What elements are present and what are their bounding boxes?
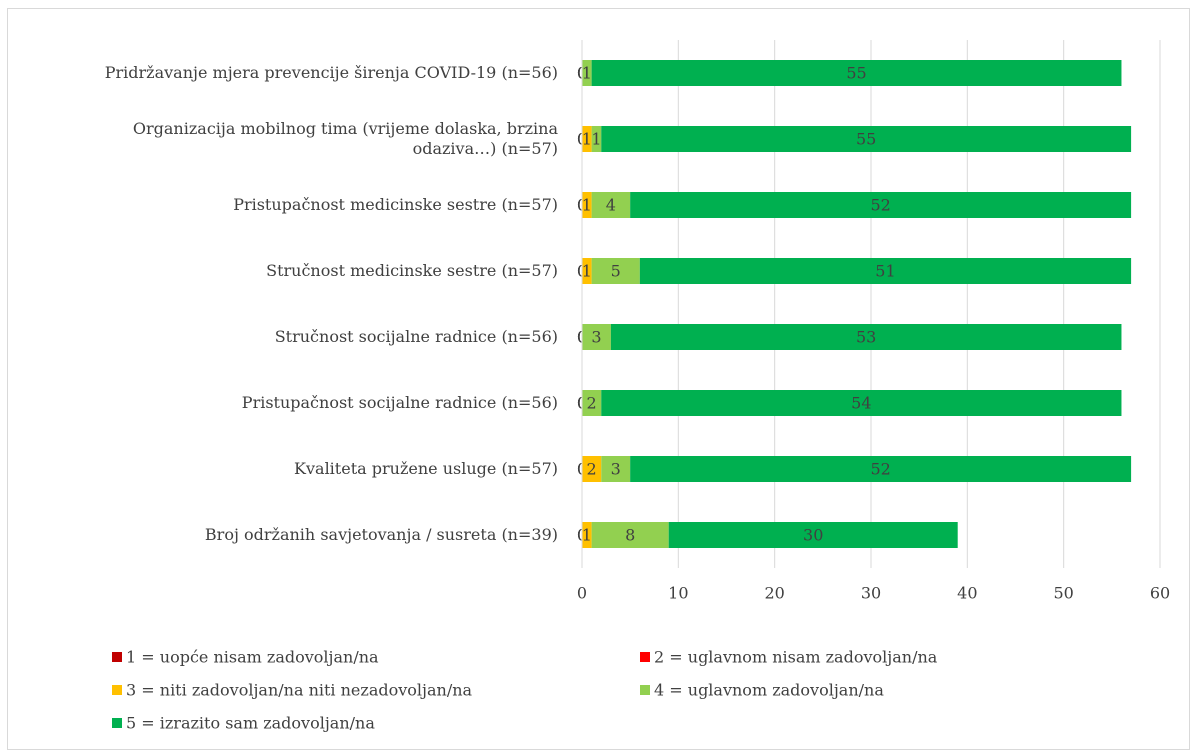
data-label: 3: [591, 328, 601, 347]
x-tick-label: 0: [577, 584, 587, 603]
bar-segment: [630, 456, 1132, 482]
data-label: 1: [582, 526, 592, 545]
legend-label: 2 = uglavnom nisam zadovoljan/na: [654, 648, 938, 667]
category-label: Pristupačnost socijalne radnice (n=56): [241, 393, 558, 412]
data-label: 52: [870, 196, 890, 215]
bar-segment: [601, 456, 631, 482]
bar-segment: [582, 258, 592, 284]
x-tick-label: 50: [1053, 584, 1073, 603]
x-tick-label: 30: [861, 584, 881, 603]
data-label: 5: [611, 262, 621, 281]
data-label: 55: [846, 64, 866, 83]
category-label: Stručnost socijalne radnice (n=56): [274, 327, 558, 346]
data-label: 1: [582, 64, 592, 83]
bar-segment: [668, 522, 958, 548]
data-label: 2: [587, 460, 597, 479]
bar-segment: [591, 60, 1122, 86]
bar-segment: [591, 258, 640, 284]
category-label: Broj održanih savjetovanja / susreta (n=…: [204, 525, 558, 544]
legend-label: 1 = uopće nisam zadovoljan/na: [126, 648, 379, 667]
bar-segment: [582, 390, 602, 416]
bar-segment: [582, 126, 592, 152]
data-label: 1: [591, 130, 601, 149]
data-label: 1: [582, 196, 592, 215]
category-label: Organizacija mobilnog tima (vrijeme dola…: [132, 119, 558, 158]
legend-swatch: [112, 685, 122, 695]
data-label: 30: [803, 526, 823, 545]
x-tick-label: 40: [957, 584, 977, 603]
bar-segment: [582, 456, 602, 482]
bar-segment: [639, 258, 1132, 284]
data-label: 8: [625, 526, 635, 545]
bar-segment: [601, 390, 1122, 416]
legend-label: 4 = uglavnom zadovoljan/na: [654, 681, 884, 700]
bar-segment: [610, 324, 1122, 350]
bar-segment: [591, 192, 631, 218]
data-label: 53: [856, 328, 876, 347]
x-tick-label: 60: [1150, 584, 1170, 603]
data-label: 2: [587, 394, 597, 413]
legend-label: 5 = izrazito sam zadovoljan/na: [126, 714, 375, 733]
legend-swatch: [112, 718, 122, 728]
data-label: 1: [582, 262, 592, 281]
data-label: 3: [611, 460, 621, 479]
bar-segment: [591, 522, 669, 548]
bar-segment: [582, 192, 592, 218]
data-label: 4: [606, 196, 616, 215]
x-tick-label: 20: [764, 584, 784, 603]
legend-label: 3 = niti zadovoljan/na niti nezadovoljan…: [126, 681, 473, 700]
data-label: 52: [870, 460, 890, 479]
legend-swatch: [640, 652, 650, 662]
category-label: Pristupačnost medicinske sestre (n=57): [233, 195, 558, 214]
bar-segment: [630, 192, 1132, 218]
data-label: 1: [582, 130, 592, 149]
bar-segment: [601, 126, 1132, 152]
x-tick-label: 10: [668, 584, 688, 603]
data-label: 55: [856, 130, 876, 149]
bar-segment: [582, 60, 592, 86]
data-label: 54: [851, 394, 871, 413]
legend-swatch: [112, 652, 122, 662]
bar-segment: [582, 522, 592, 548]
category-label: Stručnost medicinske sestre (n=57): [266, 261, 558, 280]
category-label: Pridržavanje mjera prevencije širenja CO…: [104, 63, 558, 82]
bar-segment: [582, 324, 611, 350]
bar-segment: [591, 126, 602, 152]
category-label: Kvaliteta pružene usluge (n=57): [294, 459, 558, 478]
legend-swatch: [640, 685, 650, 695]
data-label: 51: [875, 262, 895, 281]
